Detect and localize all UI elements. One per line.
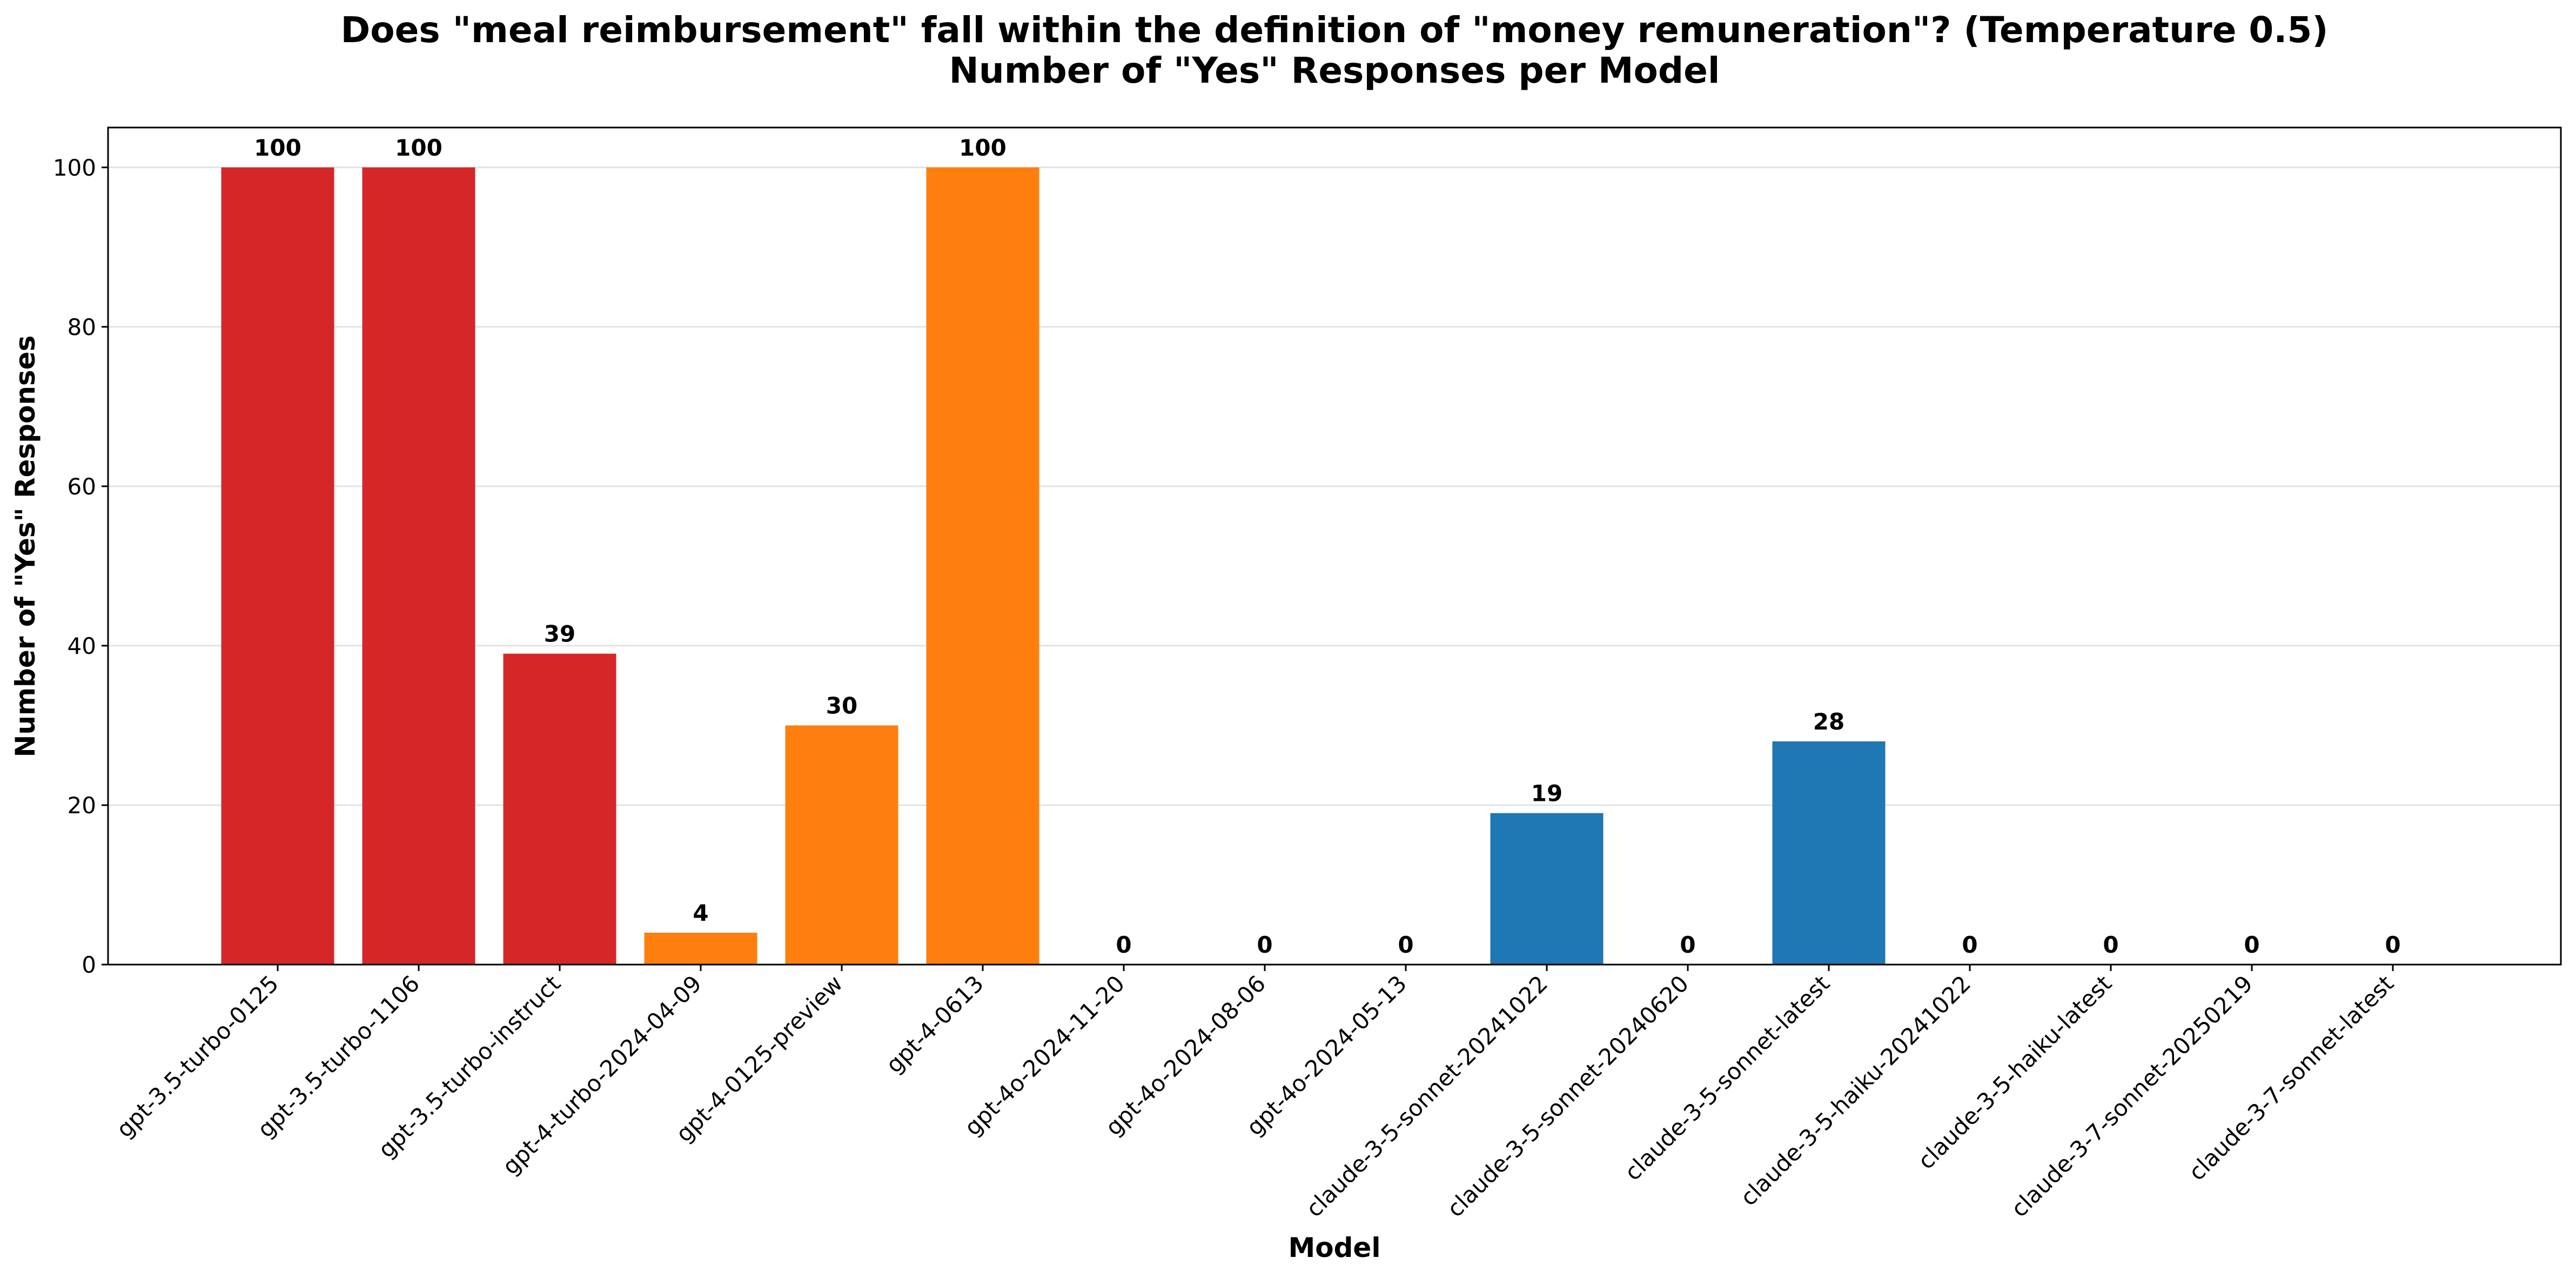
value-label-gpt-3.5-turbo-1106: 100 — [395, 135, 442, 161]
value-label-gpt-3.5-turbo-instruct: 39 — [544, 621, 575, 647]
value-label-gpt-4o-2024-08-06: 0 — [1257, 932, 1272, 958]
x-axis-label: Model — [1289, 1232, 1381, 1263]
value-label-claude-3-5-sonnet-20241022: 19 — [1531, 780, 1562, 807]
y-tick-label: 60 — [68, 473, 96, 500]
value-label-claude-3-7-sonnet-latest: 0 — [2385, 932, 2400, 958]
y-tick-label: 20 — [68, 792, 96, 819]
value-label-gpt-3.5-turbo-0125: 100 — [254, 135, 301, 161]
value-label-claude-3-5-sonnet-latest: 28 — [1813, 708, 1844, 735]
chart-subtitle: Number of "Yes" Responses per Model — [949, 50, 1720, 91]
value-label-claude-3-5-haiku-20241022: 0 — [1962, 932, 1977, 958]
bar-claude-3-5-sonnet-latest — [1772, 741, 1886, 965]
bar-gpt-4-turbo-2024-04-09 — [644, 932, 757, 965]
value-label-claude-3-7-sonnet-20250219: 0 — [2244, 932, 2259, 958]
value-label-gpt-4o-2024-05-13: 0 — [1398, 932, 1413, 958]
value-label-gpt-4-0125-preview: 30 — [826, 692, 857, 719]
y-tick-label: 40 — [68, 633, 96, 659]
value-label-claude-3-5-haiku-latest: 0 — [2103, 932, 2118, 958]
bar-gpt-3.5-turbo-1106 — [362, 167, 475, 965]
bar-gpt-3.5-turbo-0125 — [221, 167, 334, 965]
value-label-gpt-4o-2024-11-20: 0 — [1116, 932, 1131, 958]
value-label-claude-3-5-sonnet-20240620: 0 — [1680, 932, 1695, 958]
value-label-gpt-4-turbo-2024-04-09: 4 — [693, 900, 708, 926]
value-labels: 100 100 39 4 30 100 0 0 0 19 0 28 0 0 0 0 — [254, 135, 2400, 958]
chart-title: Does "meal reimbursement" fall within th… — [341, 9, 2329, 51]
y-axis-ticks: 0 20 40 60 80 100 — [53, 155, 108, 978]
bar-claude-3-5-sonnet-20241022 — [1490, 813, 1604, 965]
y-axis-label: Number of "Yes" Responses — [10, 336, 41, 758]
bar-gpt-3.5-turbo-instruct — [503, 653, 616, 965]
bar-gpt-4-0613 — [926, 167, 1039, 965]
y-tick-label: 100 — [53, 155, 96, 181]
plot-area-frame — [107, 126, 2562, 966]
y-tick-label: 0 — [82, 952, 96, 978]
bar-gpt-4-0125-preview — [785, 725, 898, 965]
bars — [221, 167, 1886, 965]
y-tick-label: 80 — [68, 314, 96, 340]
value-label-gpt-4-0613: 100 — [959, 135, 1007, 161]
